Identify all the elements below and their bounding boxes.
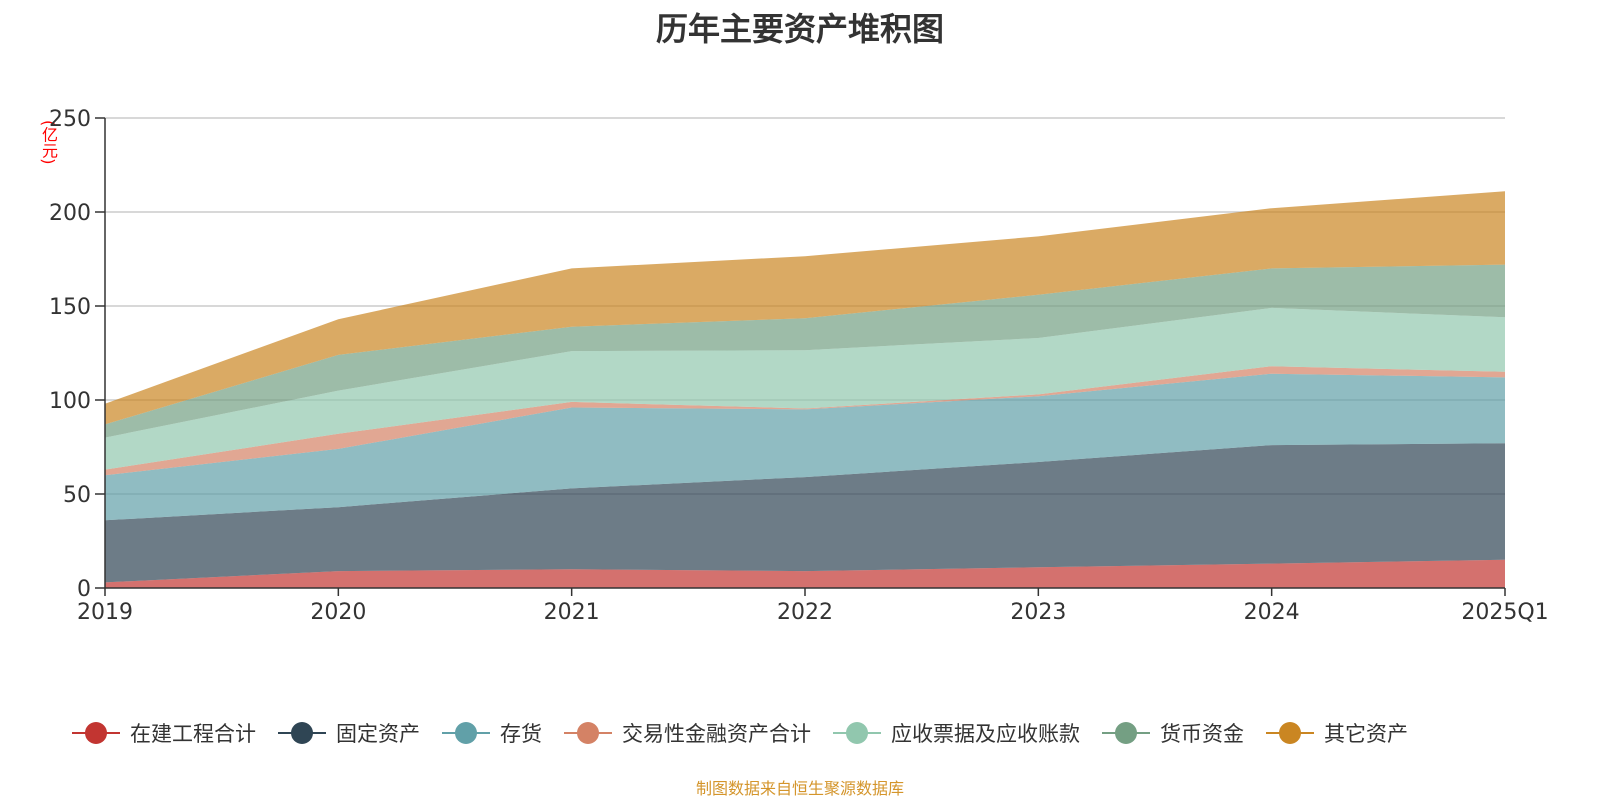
x-tick-label: 2023 xyxy=(1010,600,1066,625)
x-tick-label: 2019 xyxy=(77,600,133,625)
legend-swatch-icon xyxy=(1266,720,1314,746)
y-tick-label: 150 xyxy=(49,295,91,320)
legend: 在建工程合计 固定资产 存货 交易性金融资产合计 应收票据及应收账款 货币资金 其它资产 xyxy=(72,718,1408,748)
axis-layer: 0 50 100 150 200 250 2019 2020 2021 2022 2023 2024 2… xyxy=(49,107,1549,625)
legend-label: 存货 xyxy=(500,722,542,746)
legend-item[interactable]: 其它资产 xyxy=(1266,718,1408,748)
legend-item[interactable]: 货币资金 xyxy=(1102,718,1244,748)
x-tick-label: 2020 xyxy=(310,600,366,625)
legend-label: 固定资产 xyxy=(336,722,420,746)
x-tick-label: 2021 xyxy=(544,600,600,625)
area-series xyxy=(105,307,1505,470)
y-tick-label: 200 xyxy=(49,201,91,226)
x-tick-label: 2022 xyxy=(777,600,833,625)
x-tick-label: 2024 xyxy=(1244,600,1300,625)
legend-swatch-icon xyxy=(833,720,881,746)
area-series xyxy=(105,264,1505,438)
data-source-note: 制图数据来自恒生聚源数据库 xyxy=(695,779,904,798)
legend-swatch-icon xyxy=(564,720,612,746)
y-axis-unit-label: (亿元) xyxy=(39,120,58,165)
legend-item[interactable]: 存货 xyxy=(442,718,542,748)
legend-label: 在建工程合计 xyxy=(130,722,256,746)
legend-swatch-icon xyxy=(72,720,120,746)
legend-label: 应收票据及应收账款 xyxy=(891,722,1080,746)
y-tick-label: 0 xyxy=(77,577,91,602)
legend-swatch-icon xyxy=(442,720,490,746)
area-series xyxy=(105,373,1505,521)
x-tick-label: 2025Q1 xyxy=(1461,600,1548,625)
legend-item[interactable]: 固定资产 xyxy=(278,718,420,748)
legend-label: 货币资金 xyxy=(1160,722,1244,746)
area-series xyxy=(105,559,1505,588)
area-layer xyxy=(105,191,1505,588)
legend-item[interactable]: 应收票据及应收账款 xyxy=(833,718,1080,748)
legend-item[interactable]: 交易性金融资产合计 xyxy=(564,718,811,748)
legend-label: 其它资产 xyxy=(1324,722,1408,746)
legend-item[interactable]: 在建工程合计 xyxy=(72,718,256,748)
y-tick-label: 250 xyxy=(49,107,91,132)
chart-title: 历年主要资产堆积图 xyxy=(655,10,944,48)
area-series xyxy=(105,191,1505,425)
area-series xyxy=(105,443,1505,583)
legend-swatch-icon xyxy=(278,720,326,746)
legend-label: 交易性金融资产合计 xyxy=(622,722,811,746)
y-tick-label: 100 xyxy=(49,389,91,414)
y-tick-label: 50 xyxy=(63,483,91,508)
legend-swatch-icon xyxy=(1102,720,1150,746)
